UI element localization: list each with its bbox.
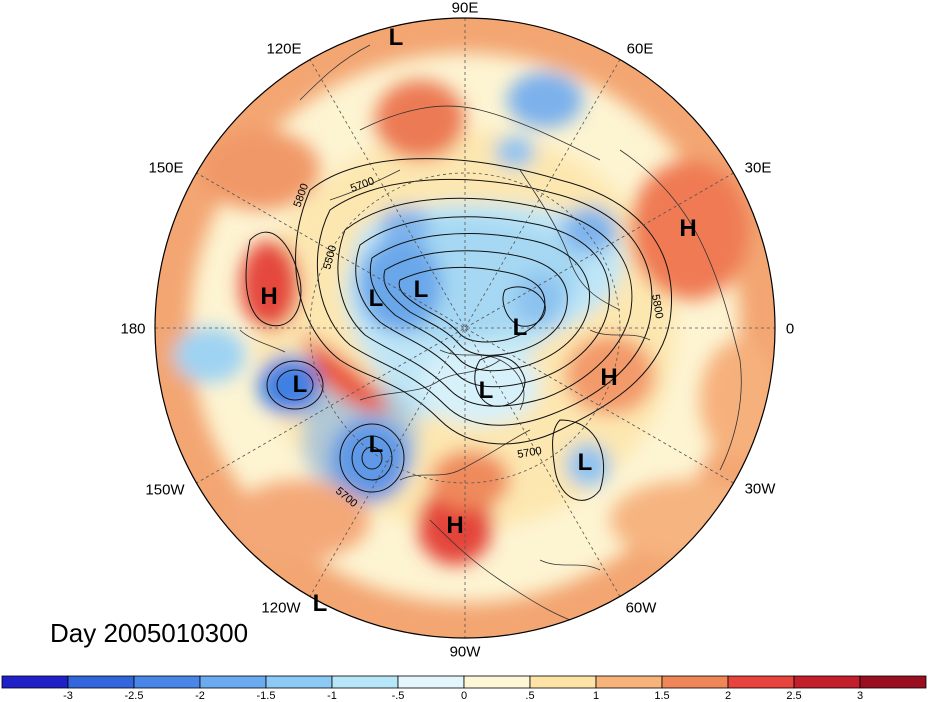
lon-label-180: 180 [120, 320, 146, 338]
colorbar-swatch [397, 675, 465, 689]
colorbar-tick-label: .5 [525, 690, 535, 702]
colorbar-swatch [133, 675, 201, 689]
contour-label: 5800 [649, 293, 665, 319]
colorbar-swatch [661, 675, 729, 689]
colorbar-swatch [67, 675, 135, 689]
pressure-center-low: L [389, 24, 404, 51]
graticule [155, 18, 775, 638]
lon-label-90w: 90W [449, 643, 481, 661]
colorbar-tick-label: 2 [724, 690, 732, 702]
colorbar-swatch [727, 675, 795, 689]
lon-label-30e: 30E [744, 159, 772, 177]
pressure-center-high: H [600, 364, 617, 391]
colorbar-tick-label: -2.5 [124, 690, 144, 702]
pressure-center-low: L [369, 285, 384, 312]
colorbar-swatch [463, 675, 531, 689]
lon-label-60e: 60E [626, 40, 654, 58]
lon-label-150e: 150E [148, 159, 184, 177]
pressure-centers: L H L L L H L L H L L H L [260, 24, 696, 617]
colorbar-tick-label: 3 [856, 690, 864, 702]
pressure-center-low: L [313, 590, 328, 617]
colorbar [1, 675, 927, 689]
pressure-center-low: L [578, 449, 593, 476]
height-contours [245, 158, 672, 501]
lon-label-120w: 120W [261, 599, 301, 617]
pressure-center-high: H [446, 512, 463, 539]
map-boundary [154, 17, 776, 639]
lon-label-90e: 90E [451, 0, 479, 17]
colorbar-tick-label: -2 [195, 690, 205, 702]
colorbar-swatch [1, 675, 69, 689]
pressure-center-low: L [513, 314, 528, 341]
pressure-center-low: L [293, 371, 308, 398]
lon-label-150w: 150W [145, 481, 185, 499]
pressure-center-low: L [414, 276, 429, 303]
colorbar-swatch [859, 675, 927, 689]
colorbar-tick-label: -1.5 [256, 690, 276, 702]
colorbar-swatch [595, 675, 663, 689]
pressure-center-high: H [260, 283, 277, 310]
colorbar-swatch [331, 675, 399, 689]
colorbar-tick-label: 0 [460, 690, 468, 702]
colorbar-swatch [199, 675, 267, 689]
colorbar-swatch [793, 675, 861, 689]
colorbar-tick-label: -.5 [391, 690, 405, 702]
colorbar-tick-label: 2.5 [786, 690, 802, 702]
pressure-center-low: L [479, 377, 494, 404]
lon-label-0: 0 [785, 320, 795, 338]
colorbar-swatch [265, 675, 333, 689]
colorbar-tick-label: -1 [327, 690, 337, 702]
contour-label: 5700 [516, 445, 542, 461]
lon-label-60w: 60W [625, 599, 657, 617]
figure-title: Day 2005010300 [50, 618, 249, 648]
colorbar-tick-label: -3 [63, 690, 73, 702]
colorbar-tick-label: 1 [592, 690, 600, 702]
pressure-center-high: H [679, 215, 696, 242]
colorbar-tick-label: 1.5 [654, 690, 670, 702]
pressure-center-low: L [369, 431, 384, 458]
lon-label-120e: 120E [266, 40, 302, 58]
lon-label-30w: 30W [744, 480, 776, 498]
colorbar-swatch [529, 675, 597, 689]
